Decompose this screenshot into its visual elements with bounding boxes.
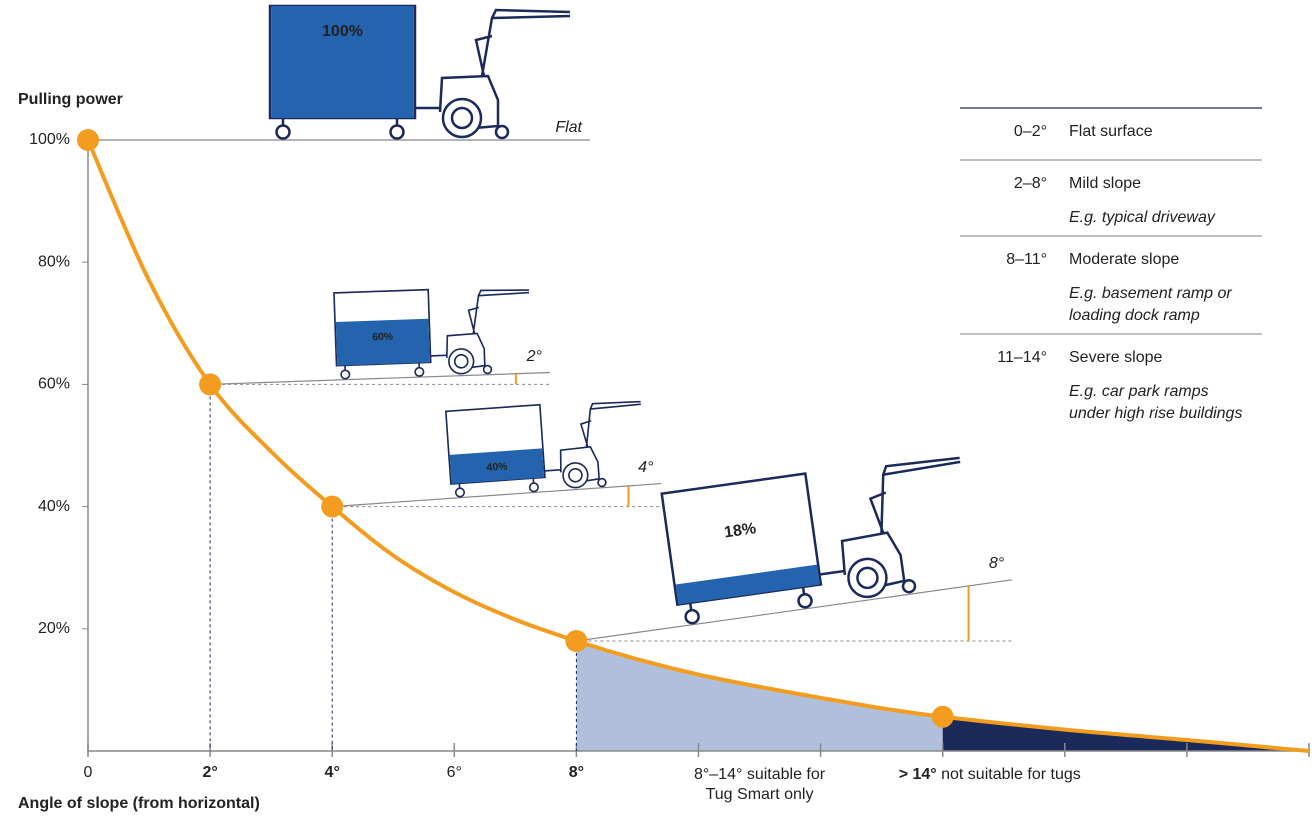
slope-example: under high rise buildings: [1069, 405, 1242, 422]
tug-caster: [901, 578, 917, 594]
zone-label-bold: > 14°: [899, 766, 937, 783]
y-tick-label: 40%: [38, 498, 70, 515]
cart-label: 100%: [322, 23, 363, 40]
point: [77, 129, 99, 151]
ground-line: [332, 482, 662, 508]
ground-line: [210, 371, 550, 385]
cart-wheel: [797, 593, 813, 609]
point: [565, 630, 588, 653]
cart-wheel: [414, 366, 425, 377]
zone-label-text: not suitable for tugs: [937, 766, 1081, 783]
tug-hub: [453, 354, 469, 369]
ground-line: [576, 579, 1013, 642]
cart-wheel: [528, 482, 539, 493]
y-tick-label: 20%: [38, 620, 70, 637]
tug-wheel: [562, 462, 589, 489]
slope-label: 8°: [989, 555, 1005, 572]
zone-label: Tug Smart only: [706, 786, 814, 803]
slope-range: 0–2°: [1014, 123, 1047, 140]
slope-example: E.g. typical driveway: [1069, 209, 1216, 226]
x-tick-label: 0: [84, 764, 93, 781]
point: [321, 495, 344, 518]
tug-illustration: 60%: [333, 288, 530, 380]
point: [931, 705, 954, 728]
slope-label: 4°: [638, 459, 654, 476]
cart-fill: [675, 564, 820, 605]
tug-wheel: [847, 557, 888, 599]
zone-label: 8°–14° suitable for: [694, 766, 826, 783]
x-tick-label: 2°: [202, 764, 217, 781]
x-tick-label: 4°: [325, 764, 340, 781]
slope-example: E.g. car park ramps: [1069, 383, 1209, 400]
slope-name: Severe slope: [1069, 349, 1162, 366]
tug-hub: [568, 467, 583, 483]
slope-label: Flat: [555, 119, 582, 136]
slope-name: Moderate slope: [1069, 251, 1179, 268]
y-tick-label: 80%: [38, 253, 70, 270]
tug-hub: [856, 566, 879, 590]
tug-illustration: 18%: [660, 456, 961, 625]
cart-fill: [335, 318, 430, 366]
tug-mast: [868, 456, 961, 534]
y-tick-label: 60%: [38, 376, 70, 393]
curve: [86, 139, 1310, 753]
slope-range: 8–11°: [1006, 251, 1047, 268]
cart-fill: [449, 448, 545, 484]
tug-caster: [494, 124, 510, 140]
cart-wheel: [684, 608, 700, 625]
tug-hub: [450, 106, 474, 130]
tug-illustration: 100%: [268, 4, 571, 140]
zone-label: > 14° not suitable for tugs: [899, 766, 1081, 783]
slope-name: Mild slope: [1069, 175, 1141, 192]
tug-caster: [482, 364, 493, 375]
cart-fill: [271, 6, 414, 118]
slope-range: 2–8°: [1014, 175, 1047, 192]
cart-label: 60%: [372, 332, 393, 344]
slope-example: E.g. basement ramp or: [1069, 285, 1232, 302]
tug-mast: [467, 289, 530, 334]
tug-mast: [474, 8, 571, 77]
cart-wheel: [275, 124, 291, 140]
y-tick-label: 100%: [29, 131, 70, 148]
slope-name: Flat surface: [1069, 123, 1153, 140]
x-tick-label: 6°: [447, 764, 462, 781]
x-axis-title: Angle of slope (from horizontal): [18, 795, 260, 812]
cart-label: 18%: [723, 520, 757, 541]
y-axis-title: Pulling power: [18, 91, 123, 108]
zone-area: [942, 716, 1309, 751]
x-tick-label: 8°: [569, 764, 584, 781]
tug-wheel: [448, 348, 475, 375]
point: [199, 373, 222, 396]
tug-illustration: 40%: [444, 400, 641, 498]
cart-wheel: [340, 369, 351, 380]
cart-wheel: [389, 124, 405, 140]
tug-mast: [579, 400, 641, 448]
cart-wheel: [454, 487, 466, 498]
tug-wheel: [441, 97, 483, 139]
slope-label: 2°: [526, 348, 543, 365]
cart-label: 40%: [486, 461, 508, 473]
tug-caster: [597, 477, 607, 488]
slope-example: loading dock ramp: [1069, 307, 1200, 324]
slope-range: 11–14°: [997, 349, 1047, 366]
